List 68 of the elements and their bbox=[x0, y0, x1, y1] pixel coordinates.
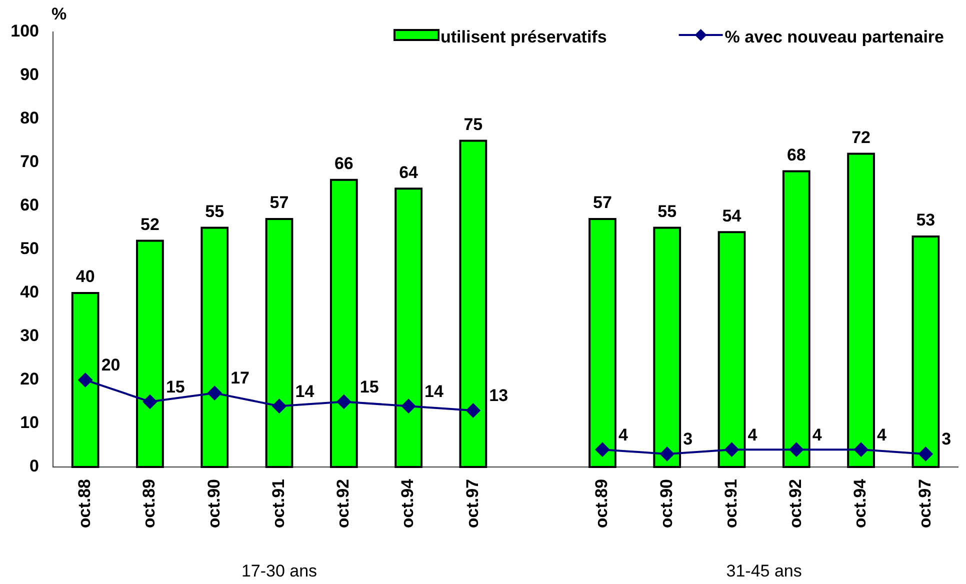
y-tick-label: 40 bbox=[20, 282, 39, 302]
data-label: 66 bbox=[334, 154, 354, 174]
x-tick-label: oct.92 bbox=[334, 479, 353, 528]
x-tick-label: oct.97 bbox=[915, 479, 934, 528]
y-tick-label: 50 bbox=[20, 239, 39, 258]
point bbox=[789, 442, 804, 457]
data-label: 40 bbox=[76, 267, 95, 286]
x-tick-label: oct.90 bbox=[656, 479, 676, 528]
data-label: 53 bbox=[916, 210, 936, 230]
data-label: 4 bbox=[877, 425, 888, 444]
data-label: 14 bbox=[424, 382, 444, 401]
data-label: 57 bbox=[270, 193, 289, 212]
data-label: 3 bbox=[942, 430, 952, 449]
data-label: 3 bbox=[683, 430, 693, 449]
data-label: 4 bbox=[812, 425, 822, 444]
y-tick-label: 10 bbox=[20, 413, 39, 432]
x-tick-label: oct.91 bbox=[721, 479, 740, 528]
x-tick-label: oct.94 bbox=[398, 478, 418, 528]
data-label: 14 bbox=[295, 382, 315, 401]
point bbox=[208, 386, 222, 400]
x-tick-label: oct.89 bbox=[592, 479, 612, 528]
text: 17-30 ans bbox=[241, 562, 318, 581]
point bbox=[660, 446, 674, 461]
x-tick-label: oct.94 bbox=[850, 478, 870, 528]
point bbox=[466, 403, 480, 418]
data-label: 13 bbox=[489, 386, 508, 406]
data-label: 72 bbox=[852, 128, 870, 147]
point bbox=[724, 442, 739, 457]
data-label: 17 bbox=[230, 368, 250, 388]
y-tick-label: 30 bbox=[20, 326, 39, 346]
x-tick-label: oct.89 bbox=[140, 479, 159, 528]
data-label: 52 bbox=[140, 214, 160, 234]
x-tick-label: oct.92 bbox=[786, 479, 806, 528]
point bbox=[854, 442, 868, 457]
legend-label: utilisent préservatifs bbox=[440, 28, 607, 47]
data-label: 75 bbox=[464, 114, 483, 134]
data-label: 55 bbox=[205, 202, 224, 221]
data-label: 55 bbox=[658, 202, 677, 221]
y-tick-label: 70 bbox=[20, 152, 39, 172]
data-label: 15 bbox=[360, 377, 379, 396]
text: 31-45 ans bbox=[726, 562, 802, 581]
x-tick-label: oct.97 bbox=[462, 479, 482, 528]
x-tick-label: oct.90 bbox=[204, 479, 224, 528]
data-label: 64 bbox=[399, 162, 419, 182]
data-label: 57 bbox=[593, 193, 612, 212]
point bbox=[918, 446, 933, 461]
y-axis-title: % bbox=[51, 4, 67, 24]
point bbox=[595, 442, 610, 457]
legend-label: % avec nouveau partenaire bbox=[724, 28, 944, 47]
data-label: 15 bbox=[166, 377, 185, 396]
point bbox=[142, 394, 157, 409]
data-label: 4 bbox=[618, 425, 628, 444]
point bbox=[336, 394, 351, 409]
data-label: 4 bbox=[748, 425, 758, 444]
data-label: 20 bbox=[101, 356, 120, 375]
point bbox=[78, 373, 92, 387]
point bbox=[272, 399, 286, 414]
y-tick-label: 90 bbox=[20, 65, 39, 84]
y-tick-label: 0 bbox=[30, 456, 39, 476]
point bbox=[402, 399, 416, 414]
data-label: 68 bbox=[786, 145, 806, 164]
x-tick-label: oct.91 bbox=[268, 479, 288, 528]
y-tick-label: 100 bbox=[10, 22, 39, 41]
x-tick-label: oct.88 bbox=[75, 479, 94, 528]
y-tick-label: 80 bbox=[20, 108, 39, 128]
y-tick-label: 20 bbox=[20, 370, 39, 389]
y-tick-label: 60 bbox=[20, 196, 39, 215]
data-label: 54 bbox=[722, 206, 742, 226]
